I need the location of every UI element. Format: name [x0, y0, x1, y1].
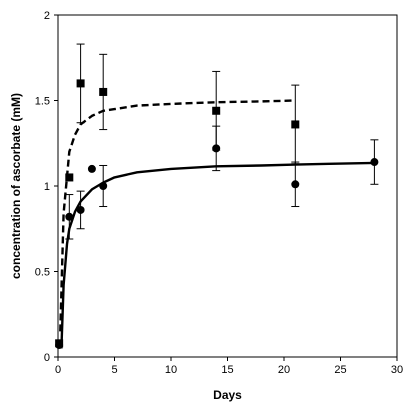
x-tick-label: 25: [334, 364, 346, 376]
y-tick-label: 0.5: [35, 267, 50, 279]
square-data-point: [291, 120, 300, 129]
y-tick-label: 2: [44, 10, 50, 22]
circle-data-point: [55, 341, 64, 350]
x-axis-ticks: 0 5 10 15 20 25 30: [55, 357, 403, 376]
x-tick-label: 20: [278, 364, 290, 376]
square-data-point: [76, 79, 85, 88]
circle-data-point: [99, 182, 108, 190]
y-tick-label: 1: [44, 181, 50, 193]
x-axis-title: Days: [213, 388, 242, 402]
square-data-point: [99, 87, 108, 96]
data-markers: [55, 79, 379, 350]
y-tick-label: 1.5: [35, 96, 50, 108]
square-data-point: [212, 106, 221, 115]
y-axis-title: concentration of ascorbate (mM): [9, 93, 23, 279]
circle-data-point: [370, 158, 379, 167]
circle-data-point: [291, 180, 300, 189]
circle-data-point: [76, 205, 85, 214]
circle-data-point: [212, 144, 221, 153]
y-tick-label: 0: [44, 352, 50, 364]
x-tick-label: 0: [55, 364, 61, 376]
circle-data-point: [65, 212, 74, 221]
x-tick-label: 30: [391, 364, 403, 376]
x-tick-label: 10: [165, 364, 177, 376]
x-tick-label: 5: [111, 364, 117, 376]
circle-data-point: [87, 164, 96, 173]
solid-fit-line: [60, 161, 375, 349]
y-axis-ticks: 0 0.5 1 1.5 2: [35, 10, 58, 364]
x-tick-label: 15: [221, 364, 233, 376]
square-data-point: [65, 173, 74, 182]
